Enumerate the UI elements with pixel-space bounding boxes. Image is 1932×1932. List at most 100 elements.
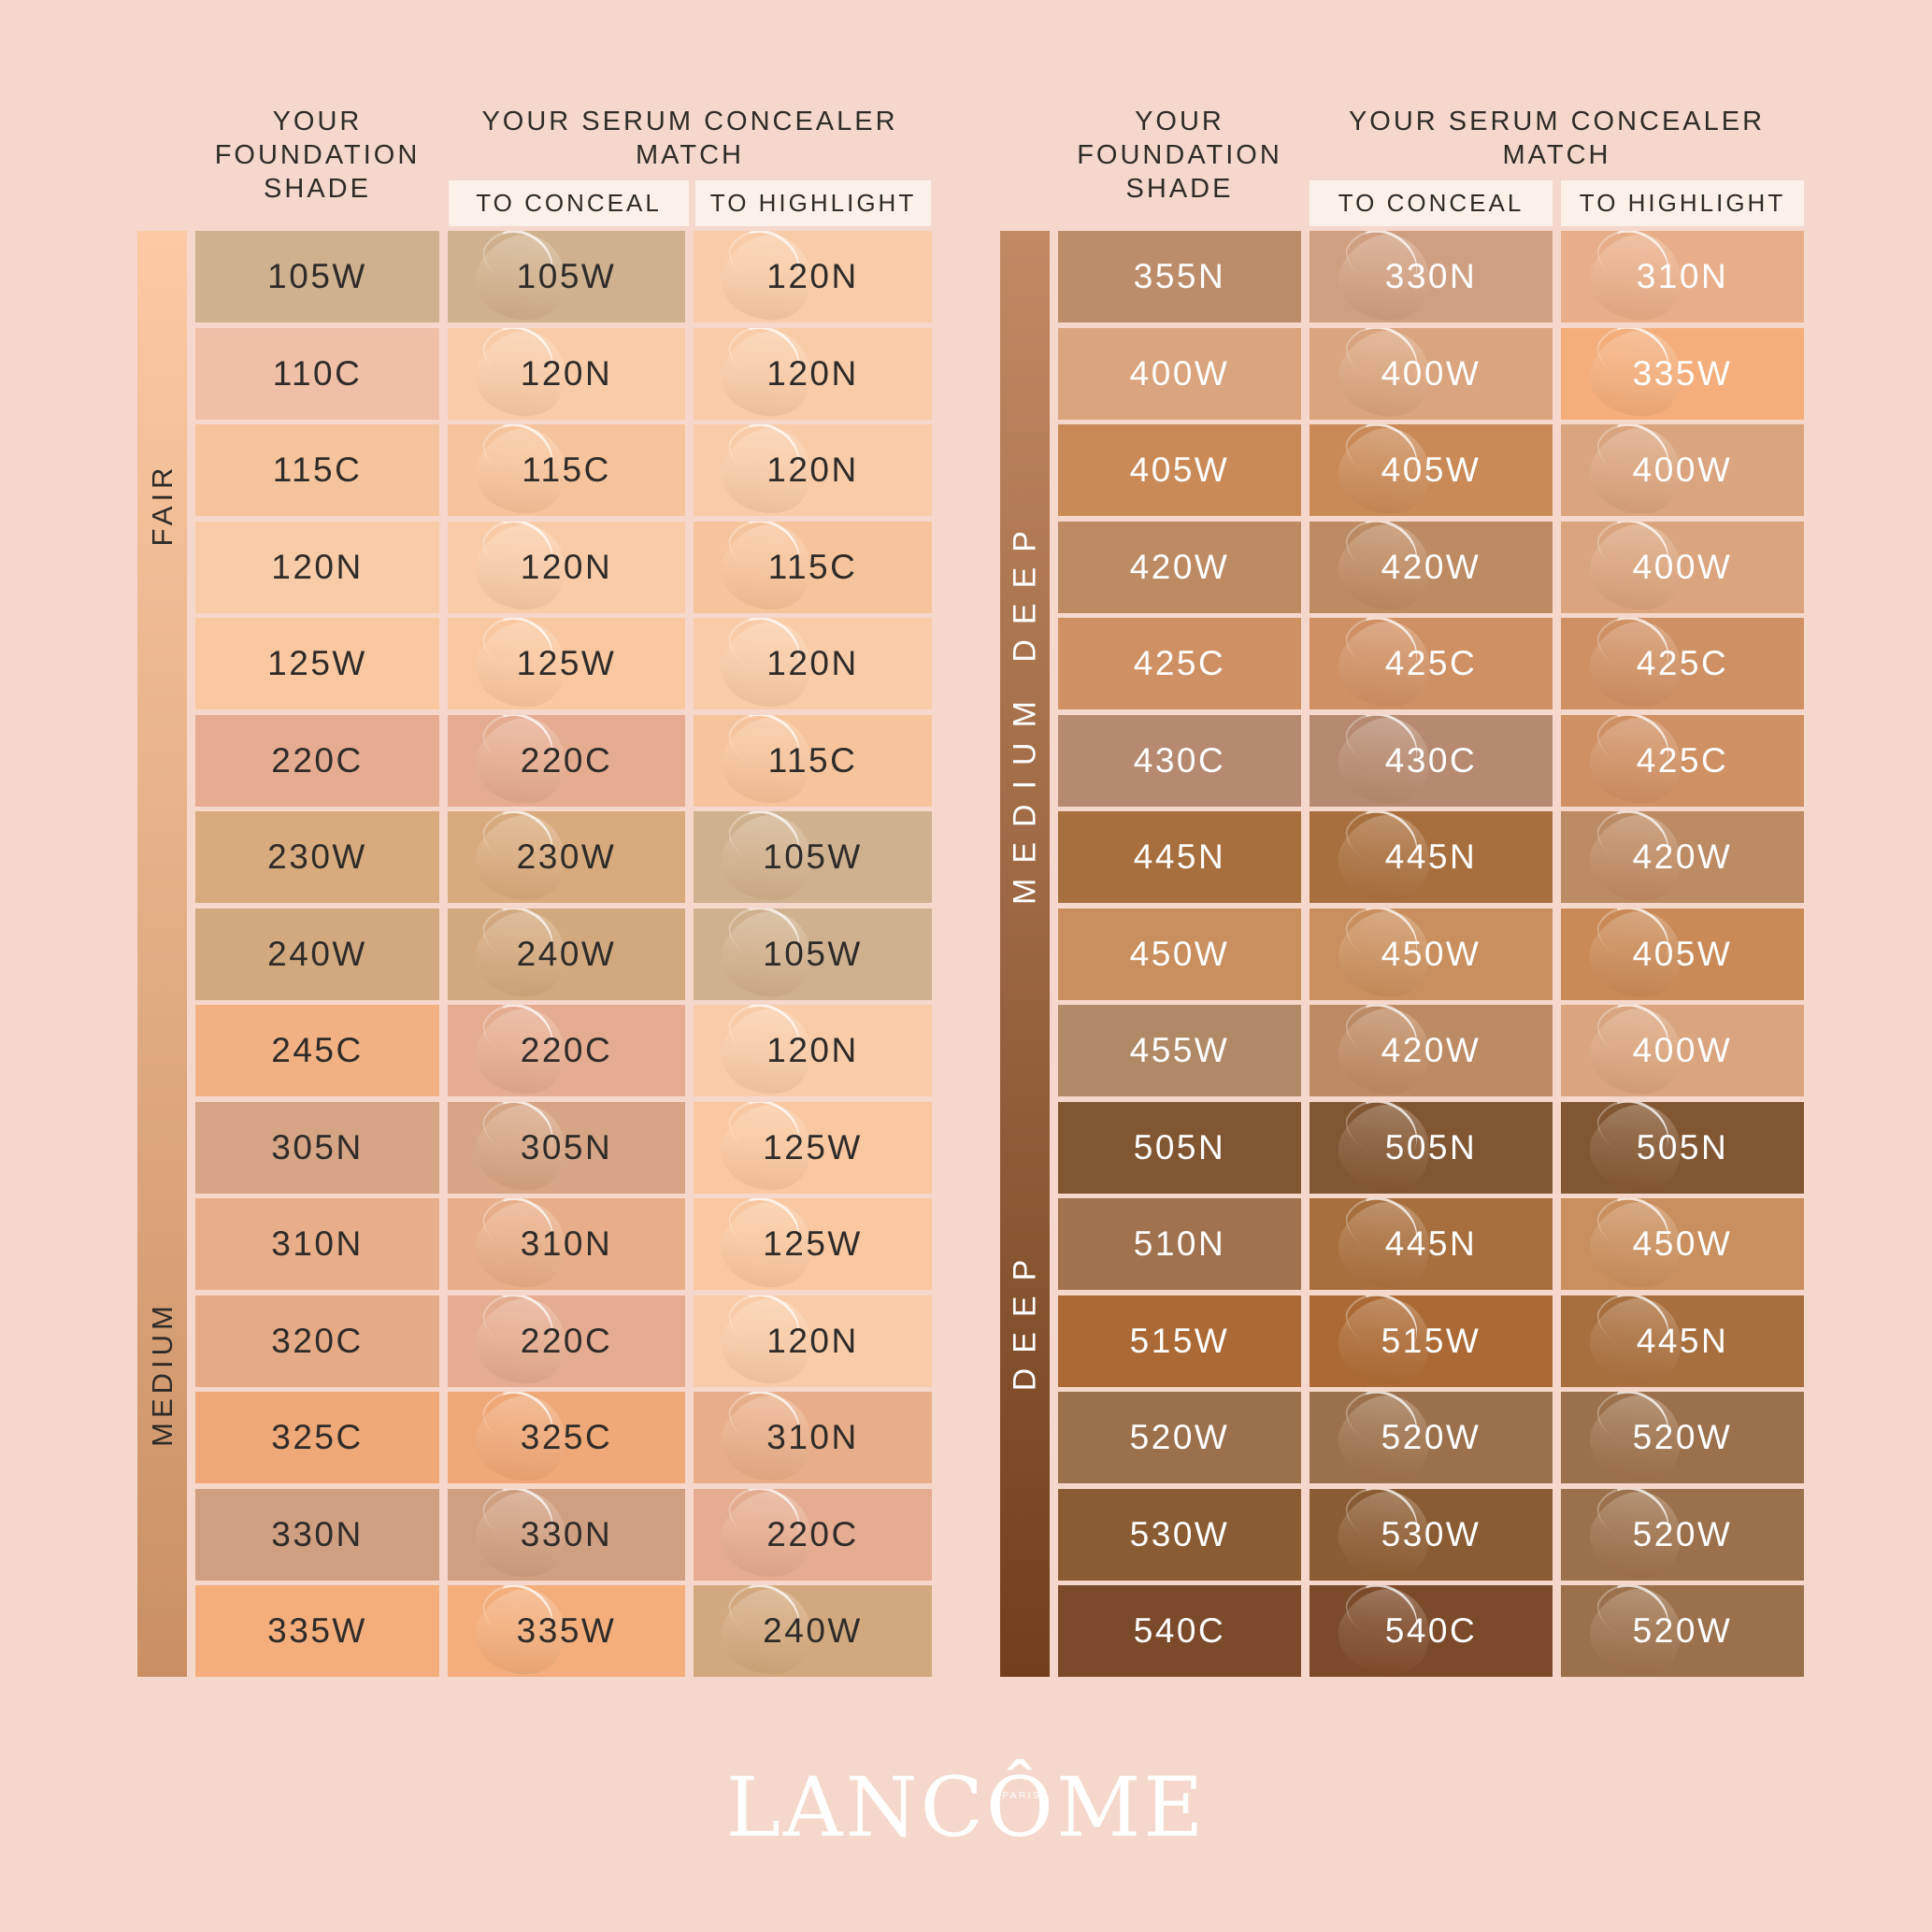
conceal-swatch-cell: 120N bbox=[448, 521, 685, 613]
shade-code-label: 220C bbox=[271, 740, 364, 780]
shade-code-label: 120N bbox=[766, 353, 859, 393]
shade-code-label: 455W bbox=[1129, 1031, 1230, 1069]
shade-code-label: 520W bbox=[1632, 1514, 1733, 1553]
shade-code-label: 420W bbox=[1381, 1031, 1481, 1069]
highlight-swatch-cell: 310N bbox=[694, 1392, 932, 1483]
brand-wordmark: LANCÔ PARIS ME bbox=[0, 1767, 1932, 1849]
foundation-header-line: FOUNDATION bbox=[214, 140, 421, 170]
conceal-swatch-cell: 230W bbox=[448, 811, 685, 903]
shade-code-label: 120N bbox=[520, 547, 613, 586]
foundation-shade-cell: 405W bbox=[1058, 424, 1301, 516]
highlight-swatch-cell: 310N bbox=[1561, 231, 1804, 322]
highlight-swatch-cell: 120N bbox=[694, 1005, 932, 1096]
shade-code-label: 105W bbox=[763, 934, 863, 973]
shade-code-label: 425C bbox=[1636, 644, 1729, 682]
shade-code-label: 105W bbox=[516, 257, 617, 295]
highlight-swatch-cell: 105W bbox=[694, 908, 932, 1000]
shade-code-label: 520W bbox=[1129, 1418, 1230, 1456]
shade-code-label: 400W bbox=[1381, 353, 1481, 393]
conceal-swatch-cell: 310N bbox=[448, 1198, 685, 1290]
shade-code-label: 400W bbox=[1632, 451, 1733, 489]
shade-code-label: 540C bbox=[1133, 1611, 1226, 1650]
shade-code-label: 230W bbox=[516, 837, 617, 876]
to-highlight-label: TO HIGHLIGHT bbox=[709, 189, 917, 217]
shade-code-label: 425C bbox=[1133, 644, 1226, 682]
brand-o: Ô PARIS bbox=[986, 1767, 1056, 1849]
highlight-swatch-cell: 120N bbox=[694, 231, 932, 322]
shade-code-label: 515W bbox=[1381, 1321, 1481, 1360]
foundation-shade-cell: 455W bbox=[1058, 1005, 1301, 1096]
conceal-swatch-cell: 445N bbox=[1309, 811, 1553, 903]
highlight-swatch-cell: 105W bbox=[694, 811, 932, 903]
foundation-shade-cell: 530W bbox=[1058, 1488, 1301, 1581]
shade-code-label: 505N bbox=[1384, 1127, 1478, 1166]
shade-code-label: 450W bbox=[1381, 934, 1481, 973]
shade-code-label: 325C bbox=[520, 1418, 613, 1456]
highlight-swatch-cell: 115C bbox=[694, 521, 932, 613]
shade-code-label: 400W bbox=[1632, 547, 1733, 586]
highlight-swatch-cell: 520W bbox=[1561, 1585, 1804, 1677]
group-label-deep: DEEP bbox=[1007, 1244, 1042, 1392]
highlight-swatch-cell: 400W bbox=[1561, 424, 1804, 516]
shade-code-label: 125W bbox=[267, 644, 367, 682]
foundation-shade-cell: 335W bbox=[195, 1585, 439, 1677]
shade-code-label: 505N bbox=[1133, 1127, 1226, 1166]
shade-code-label: 335W bbox=[267, 1611, 367, 1650]
shade-code-label: 310N bbox=[271, 1224, 364, 1263]
shade-code-label: 320C bbox=[271, 1321, 364, 1360]
foundation-shade-header: YOUR FOUNDATION SHADE bbox=[1058, 105, 1301, 206]
shade-code-label: 240W bbox=[516, 934, 617, 973]
shade-code-label: 520W bbox=[1381, 1418, 1481, 1456]
shade-code-label: 355N bbox=[1133, 257, 1226, 295]
foundation-shade-cell: 230W bbox=[195, 811, 439, 903]
foundation-shade-cell: 510N bbox=[1058, 1198, 1301, 1290]
shade-code-label: 245C bbox=[271, 1031, 364, 1069]
shade-code-label: 530W bbox=[1381, 1514, 1481, 1553]
shade-code-label: 115C bbox=[767, 547, 858, 586]
conceal-swatch-cell: 120N bbox=[448, 327, 685, 420]
shade-code-label: 450W bbox=[1632, 1224, 1733, 1263]
shade-code-label: 420W bbox=[1129, 547, 1230, 586]
foundation-header-line: FOUNDATION bbox=[1077, 140, 1282, 170]
foundation-shade-cell: 220C bbox=[195, 714, 439, 807]
conceal-swatch-cell: 335W bbox=[448, 1585, 685, 1677]
paris-label: PARIS bbox=[1002, 1791, 1042, 1802]
shade-code-label: 105W bbox=[267, 257, 367, 295]
shade-code-label: 310N bbox=[1636, 257, 1729, 295]
shade-code-label: 115C bbox=[767, 740, 858, 780]
shade-code-label: 420W bbox=[1381, 547, 1481, 586]
shade-code-label: 445N bbox=[1384, 1224, 1478, 1263]
shade-code-label: 125W bbox=[516, 644, 617, 682]
shade-code-label: 120N bbox=[766, 257, 859, 295]
shade-code-label: 540C bbox=[1384, 1611, 1478, 1650]
highlight-swatch-cell: 505N bbox=[1561, 1101, 1804, 1194]
shade-code-label: 530W bbox=[1129, 1514, 1230, 1553]
conceal-swatch-cell: 105W bbox=[448, 231, 685, 322]
shade-code-label: 220C bbox=[520, 1321, 613, 1360]
to-highlight-band: TO HIGHLIGHT bbox=[1561, 180, 1804, 226]
serum-header-line: MATCH bbox=[1502, 140, 1611, 170]
to-conceal-label: TO CONCEAL bbox=[1338, 189, 1524, 217]
foundation-shade-cell: 330N bbox=[195, 1488, 439, 1581]
shade-code-label: 330N bbox=[271, 1514, 364, 1553]
conceal-swatch-cell: 240W bbox=[448, 908, 685, 1000]
brand-text-post: ME bbox=[1056, 1759, 1207, 1855]
shade-code-label: 305N bbox=[520, 1127, 613, 1166]
shade-code-label: 120N bbox=[766, 644, 859, 682]
shade-code-label: 445N bbox=[1384, 837, 1478, 876]
group-label-medium: MEDIUM bbox=[145, 1301, 179, 1447]
foundation-header-line: YOUR bbox=[272, 107, 363, 136]
highlight-swatch-cell: 120N bbox=[694, 1295, 932, 1387]
highlight-swatch-cell: 405W bbox=[1561, 908, 1804, 1000]
conceal-swatch-cell: 420W bbox=[1309, 1005, 1553, 1096]
foundation-shade-cell: 110C bbox=[195, 327, 439, 420]
highlight-swatch-cell: 400W bbox=[1561, 1005, 1804, 1096]
shade-code-label: 120N bbox=[766, 1321, 859, 1360]
shade-code-label: 310N bbox=[520, 1224, 613, 1263]
foundation-shade-cell: 450W bbox=[1058, 908, 1301, 1000]
to-conceal-label: TO CONCEAL bbox=[476, 189, 662, 217]
conceal-swatch-cell: 515W bbox=[1309, 1295, 1553, 1387]
shade-code-label: 405W bbox=[1381, 451, 1481, 489]
conceal-swatch-cell: 125W bbox=[448, 618, 685, 709]
foundation-header-line: YOUR bbox=[1135, 107, 1224, 136]
